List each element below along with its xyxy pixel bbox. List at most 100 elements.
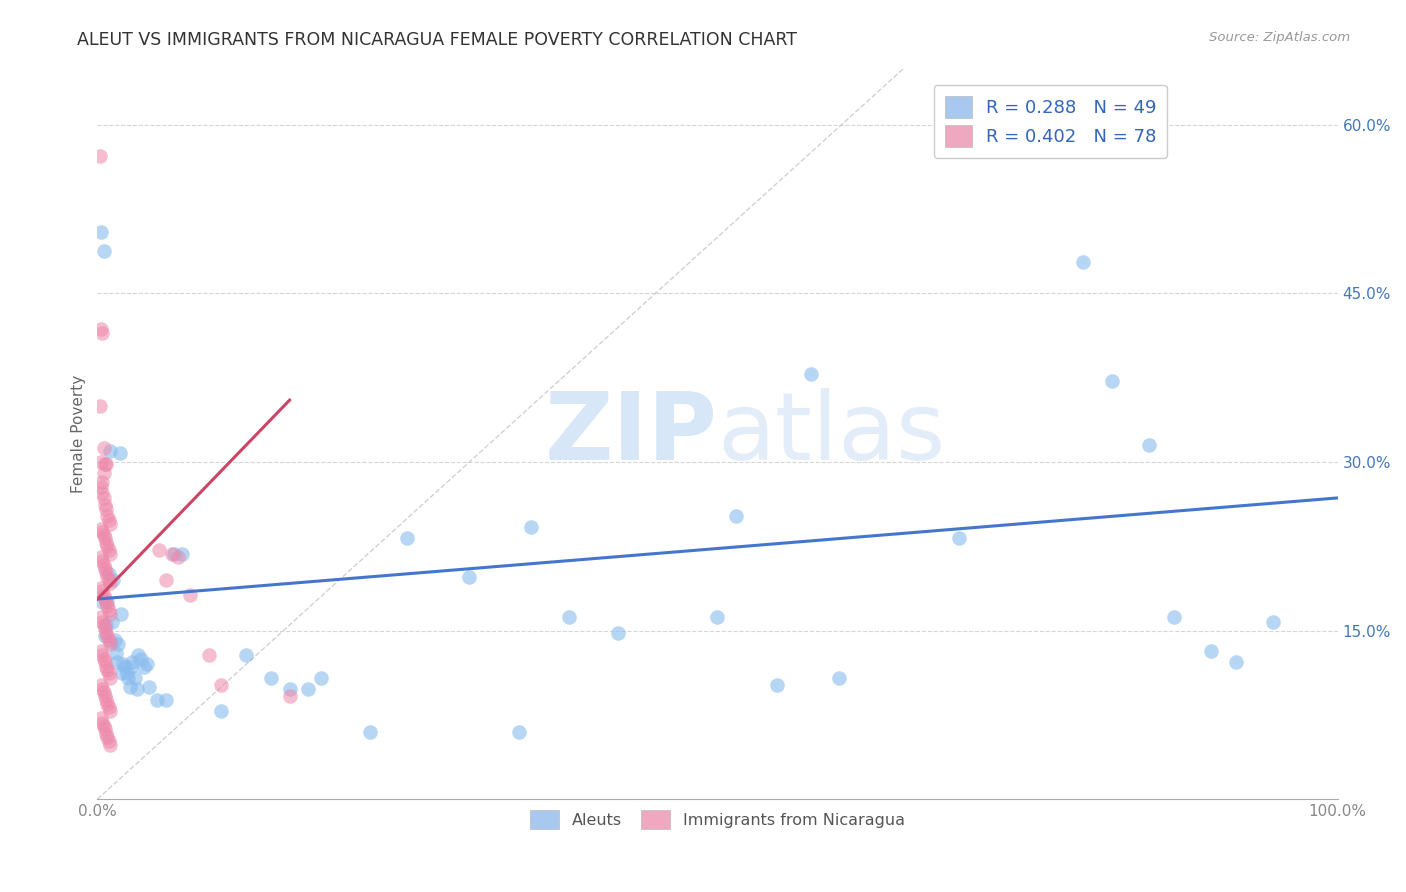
Point — [90, 455, 112, 469]
Point — [1199, 644, 1222, 658]
Point — [93, 466, 115, 480]
Point — [101, 615, 124, 629]
Point — [112, 657, 135, 672]
Point — [125, 681, 148, 696]
Point — [396, 532, 419, 546]
Point — [706, 610, 728, 624]
Point — [96, 539, 118, 553]
Point — [93, 719, 115, 733]
Point — [93, 685, 115, 699]
Point — [1073, 255, 1095, 269]
Point — [91, 615, 114, 629]
Point — [91, 486, 114, 500]
Point — [104, 632, 127, 647]
Point — [90, 711, 112, 725]
Point — [89, 149, 111, 163]
Point — [93, 528, 115, 542]
Point — [129, 651, 152, 665]
Point — [94, 625, 117, 640]
Point — [121, 655, 143, 669]
Point — [94, 727, 117, 741]
Point — [98, 671, 121, 685]
Point — [297, 681, 319, 696]
Point — [105, 655, 128, 669]
Point — [97, 513, 120, 527]
Point — [96, 508, 118, 523]
Point — [179, 588, 201, 602]
Point — [520, 520, 543, 534]
Point — [124, 671, 146, 685]
Point — [97, 700, 120, 714]
Point — [170, 547, 193, 561]
Point — [94, 498, 117, 512]
Point — [136, 657, 159, 672]
Point — [93, 588, 115, 602]
Point — [97, 666, 120, 681]
Point — [98, 547, 121, 561]
Point — [90, 610, 112, 624]
Point — [90, 522, 112, 536]
Point — [94, 618, 117, 632]
Point — [100, 635, 122, 649]
Text: Source: ZipAtlas.com: Source: ZipAtlas.com — [1209, 31, 1350, 45]
Point — [96, 731, 118, 745]
Point — [90, 677, 112, 691]
Point — [91, 715, 114, 730]
Point — [91, 595, 114, 609]
Point — [96, 697, 118, 711]
Point — [108, 446, 131, 460]
Point — [93, 651, 115, 665]
Point — [148, 542, 170, 557]
Point — [155, 573, 177, 587]
Point — [98, 637, 121, 651]
Point — [93, 558, 115, 573]
Point — [309, 671, 332, 685]
Point — [96, 599, 118, 613]
Text: ALEUT VS IMMIGRANTS FROM NICARAGUA FEMALE POVERTY CORRELATION CHART: ALEUT VS IMMIGRANTS FROM NICARAGUA FEMAL… — [77, 31, 797, 49]
Point — [90, 644, 112, 658]
Point — [163, 547, 186, 561]
Point — [91, 326, 114, 340]
Point — [98, 443, 121, 458]
Point — [111, 666, 134, 681]
Point — [94, 457, 117, 471]
Point — [1101, 374, 1123, 388]
Y-axis label: Female Poverty: Female Poverty — [72, 375, 86, 493]
Point — [91, 475, 114, 490]
Point — [799, 368, 821, 382]
Text: atlas: atlas — [717, 388, 946, 480]
Point — [103, 573, 125, 587]
Point — [97, 542, 120, 557]
Point — [155, 693, 177, 707]
Point — [607, 625, 630, 640]
Point — [97, 733, 120, 747]
Point — [94, 595, 117, 609]
Point — [94, 536, 117, 550]
Point — [93, 244, 115, 258]
Point — [94, 457, 117, 471]
Point — [98, 705, 121, 719]
Point — [117, 671, 139, 685]
Point — [1137, 438, 1160, 452]
Point — [209, 677, 232, 691]
Point — [138, 680, 160, 694]
Point — [97, 603, 120, 617]
Point — [134, 659, 156, 673]
Point — [90, 480, 112, 494]
Point — [110, 607, 132, 621]
Point — [90, 581, 112, 595]
Point — [93, 618, 115, 632]
Point — [160, 547, 183, 561]
Point — [94, 659, 117, 673]
Point — [167, 550, 190, 565]
Point — [94, 655, 117, 669]
Point — [98, 576, 121, 591]
Point — [198, 648, 221, 663]
Point — [278, 681, 301, 696]
Point — [260, 671, 283, 685]
Point — [107, 637, 129, 651]
Point — [557, 610, 579, 624]
Point — [1225, 655, 1247, 669]
Point — [98, 738, 121, 752]
Point — [209, 705, 232, 719]
